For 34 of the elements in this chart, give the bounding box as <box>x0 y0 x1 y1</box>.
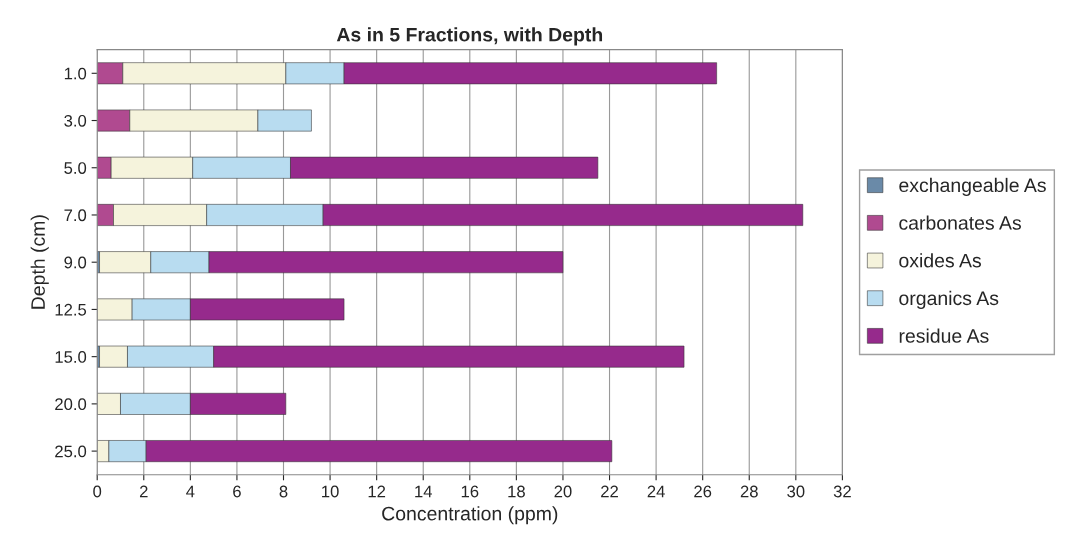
x-tick-label: 0 <box>93 485 102 498</box>
y-tick-label: 9.0 <box>64 256 87 269</box>
x-tick-label: 12 <box>368 485 386 498</box>
x-tick-label: 28 <box>740 485 758 498</box>
x-tick-label: 2 <box>139 485 148 498</box>
y-tick-label: 20.0 <box>55 398 87 411</box>
x-tick-label: 6 <box>233 485 241 498</box>
y-tick-label: 3.0 <box>64 114 87 127</box>
x-tick-label: 24 <box>647 485 665 498</box>
x-tick-label: 30 <box>787 485 805 498</box>
x-tick-label: 8 <box>279 485 288 498</box>
y-tick-label: 12.5 <box>55 303 87 316</box>
x-tick-label: 26 <box>694 485 712 498</box>
x-axis-title: Concentration (ppm) <box>382 506 558 525</box>
legend-label: exchangeable As <box>899 177 1046 196</box>
x-tick-label: 32 <box>833 485 851 498</box>
y-tick-label: 25.0 <box>55 445 87 458</box>
legend-label: oxides As <box>899 253 981 268</box>
y-axis-title: Depth (cm) <box>30 215 49 309</box>
y-tick-label: 1.0 <box>64 67 87 80</box>
x-tick-label: 10 <box>322 485 339 498</box>
legend-label: carbonates As <box>899 215 1021 230</box>
x-tick-label: 18 <box>508 485 525 498</box>
y-tick-label: 15.0 <box>55 351 87 363</box>
legend-label: residue As <box>899 328 989 343</box>
chart-title: As in 5 Fractions, with Depth <box>336 27 603 46</box>
y-tick-label: 5.0 <box>64 162 87 174</box>
x-tick-label: 20 <box>554 485 572 498</box>
x-tick-label: 4 <box>186 485 195 498</box>
y-tick-label: 7.0 <box>64 209 87 222</box>
legend-label: organics As <box>899 290 999 309</box>
x-tick-label: 22 <box>601 485 618 498</box>
x-tick-label: 16 <box>461 485 479 498</box>
x-tick-label: 14 <box>415 485 433 498</box>
